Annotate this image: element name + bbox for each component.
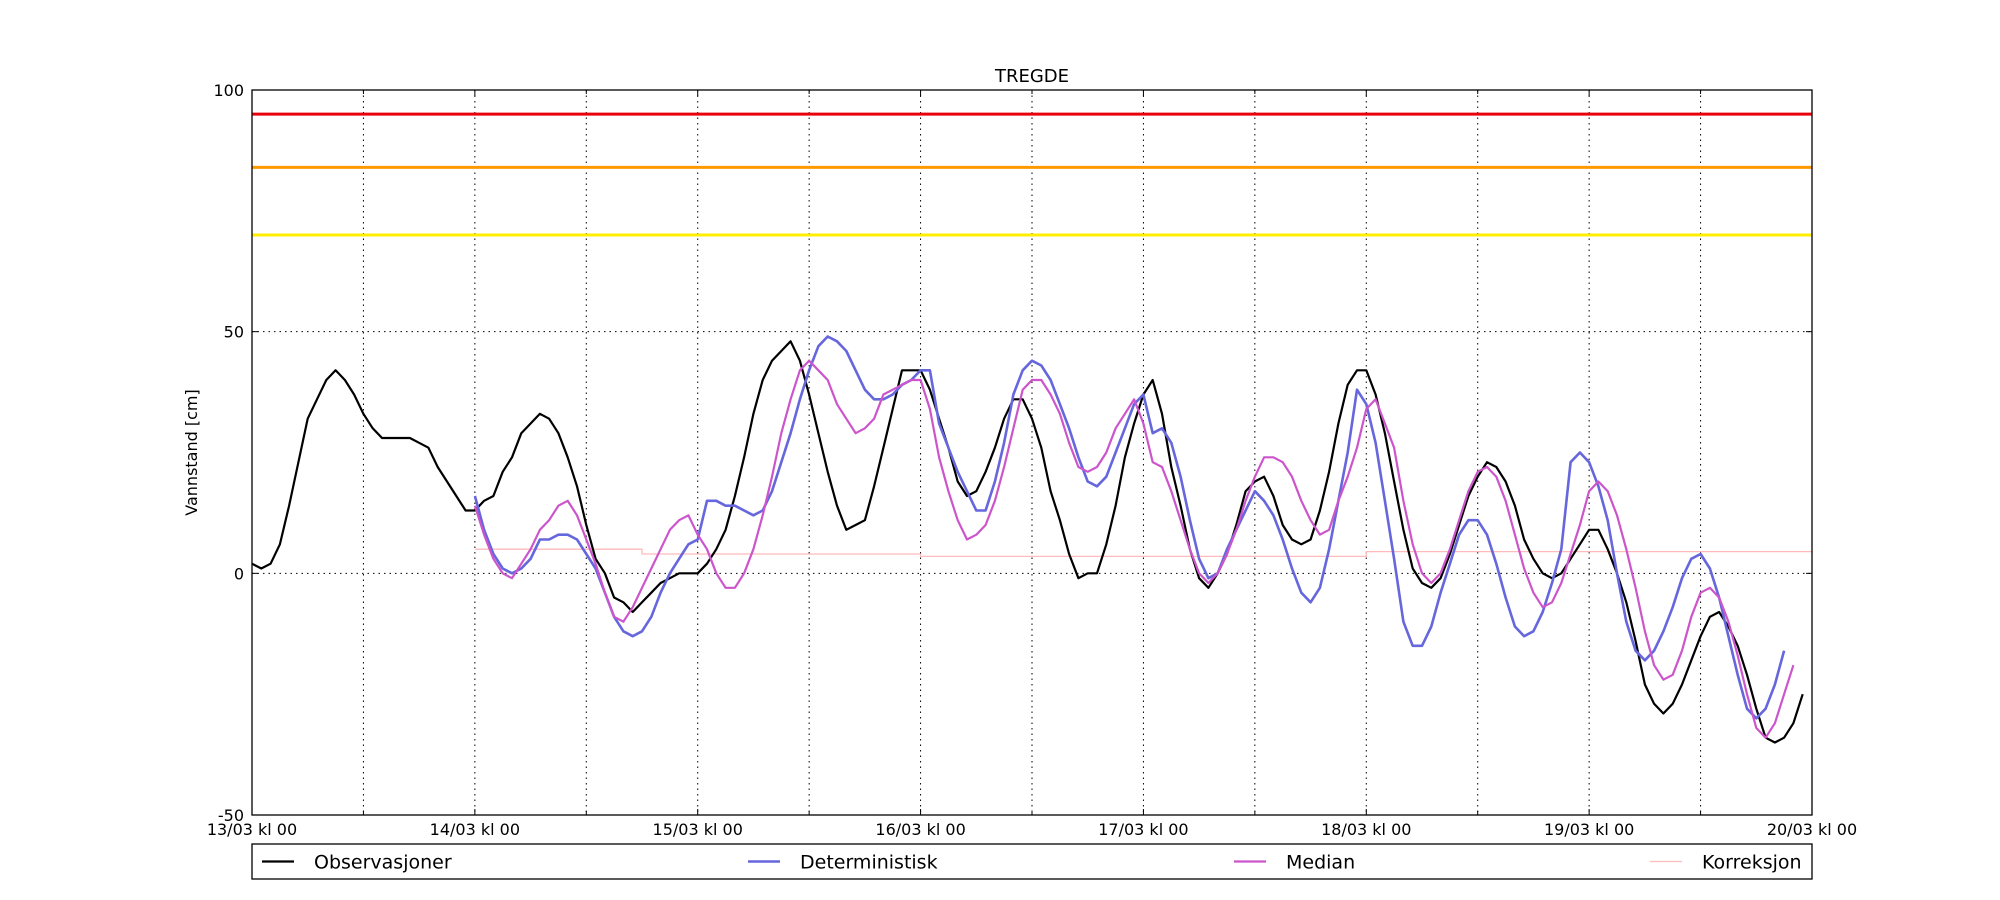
series-line-deterministisk xyxy=(473,335,1786,720)
legend-label: Observasjoner xyxy=(314,852,452,874)
x-tick-label: 18/03 kl 00 xyxy=(1321,820,1411,839)
x-tick-label: 14/03 kl 00 xyxy=(430,820,520,839)
grid-layer xyxy=(252,90,1812,815)
chart-title: TREGDE xyxy=(994,66,1069,87)
series-line-korreksjon xyxy=(474,548,1812,558)
y-tick-label: 0 xyxy=(234,564,244,583)
x-tick-label: 17/03 kl 00 xyxy=(1098,820,1188,839)
y-tick-label: 50 xyxy=(224,323,244,342)
series-line-observasjoner xyxy=(251,340,1804,744)
x-tick-label: 15/03 kl 00 xyxy=(653,820,743,839)
legend: Observasjoner Deterministisk Median Korreks… xyxy=(251,843,1813,880)
y-axis-label: Vannstand [cm] xyxy=(182,389,201,515)
legend-label: Deterministisk xyxy=(800,852,938,874)
threshold-layer xyxy=(252,112,1812,237)
y-tick-label: -50 xyxy=(218,806,244,825)
x-tick-label: 20/03 kl 00 xyxy=(1767,820,1857,839)
legend-box xyxy=(251,843,1813,880)
x-tick-label: 19/03 kl 00 xyxy=(1544,820,1634,839)
x-tick-label: 16/03 kl 00 xyxy=(875,820,965,839)
legend-label: Korreksjon xyxy=(1702,852,1802,874)
series-line-median xyxy=(473,359,1795,739)
y-tick-label: 100 xyxy=(213,81,244,100)
legend-label: Median xyxy=(1286,852,1355,874)
tick-layer: -50 0 50 100 13/03 kl 00 14/03 kl 00 15/03 kl … xyxy=(207,81,1857,839)
series-layer xyxy=(251,335,1812,744)
x-tick-label: 13/03 kl 00 xyxy=(207,820,297,839)
